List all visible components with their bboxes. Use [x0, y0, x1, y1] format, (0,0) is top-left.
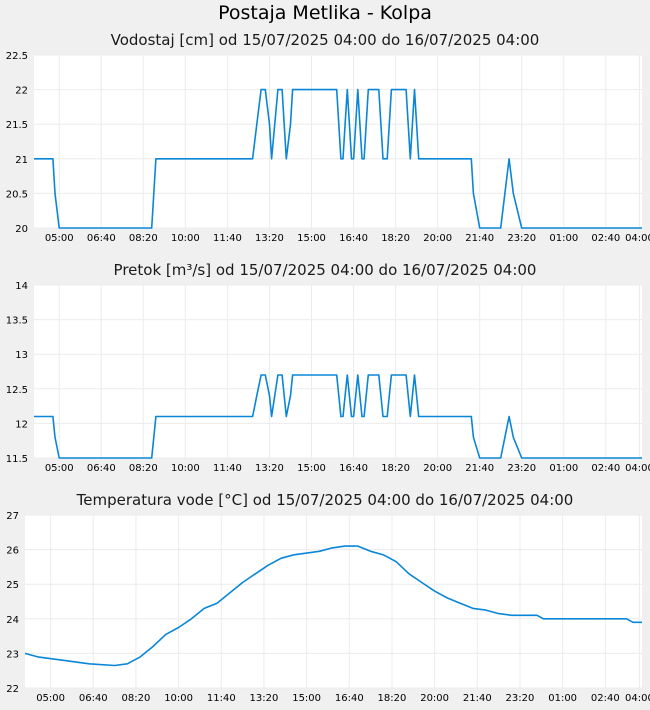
- water-temperature-y-tick-label: 22: [6, 684, 19, 695]
- water-temperature-x-tick-label: 04:00: [625, 693, 650, 704]
- water-temperature-y-tick-label: 27: [6, 511, 19, 522]
- water-level-y-tick-label: 21.5: [6, 120, 28, 131]
- flow-x-tick-label: 16:40: [339, 463, 368, 474]
- water-temperature-series-line: [24, 545, 642, 667]
- flow-y-tick-label: 13.5: [6, 316, 28, 327]
- water-temperature-x-tick-label: 01:00: [548, 693, 577, 704]
- flow-x-tick-label: 20:00: [423, 463, 452, 474]
- water-temperature-x-tick-label: 06:40: [79, 693, 108, 704]
- flow-y-tick-label: 12.5: [6, 385, 28, 396]
- water-level-plot-area: [34, 55, 642, 228]
- water-level-chart-title: Vodostaj [cm] od 15/07/2025 04:00 do 16/…: [111, 31, 540, 49]
- flow-x-tick-label: 01:00: [549, 463, 578, 474]
- flow-x-tick-label: 11:40: [213, 463, 242, 474]
- water-level-x-tick-label: 16:40: [339, 233, 368, 244]
- water-level-x-tick-label: 13:20: [255, 233, 284, 244]
- flow-x-tick-label: 04:00: [625, 463, 650, 474]
- water-level-x-tick-label: 18:20: [381, 233, 410, 244]
- water-level-y-tick-label: 22.5: [6, 51, 28, 62]
- flow-x-tick-label: 05:00: [45, 463, 74, 474]
- water-level-x-tick-label: 04:00: [625, 233, 650, 244]
- water-temperature-chart-title: Temperatura vode [°C] od 15/07/2025 04:0…: [76, 491, 574, 509]
- water-temperature-y-tick-label: 23: [6, 649, 19, 660]
- water-level-x-tick-label: 23:20: [507, 233, 536, 244]
- water-temperature-x-tick-label: 18:20: [378, 693, 407, 704]
- water-temperature-x-tick-label: 23:20: [506, 693, 535, 704]
- flow-y-tick-label: 13: [15, 350, 28, 361]
- water-temperature-plot-area: [25, 515, 642, 688]
- water-level-series-line: [34, 88, 642, 229]
- flow-x-tick-label: 08:20: [129, 463, 158, 474]
- water-level-x-tick-label: 10:00: [171, 233, 200, 244]
- flow-y-tick-label: 11.5: [6, 454, 28, 465]
- page-title: Postaja Metlika - Kolpa: [218, 2, 432, 24]
- water-level-x-tick-label: 06:40: [87, 233, 116, 244]
- water-temperature-x-tick-label: 15:00: [292, 693, 321, 704]
- water-level-y-tick-label: 20.5: [6, 189, 28, 200]
- water-temperature-x-tick-label: 10:00: [164, 693, 193, 704]
- water-temperature-y-tick-label: 25: [6, 580, 19, 591]
- water-temperature-x-tick-label: 05:00: [36, 693, 65, 704]
- flow-x-tick-label: 18:20: [381, 463, 410, 474]
- flow-x-tick-label: 10:00: [171, 463, 200, 474]
- flow-x-tick-label: 13:20: [255, 463, 284, 474]
- water-temperature-x-tick-label: 02:40: [591, 693, 620, 704]
- water-level-x-tick-label: 02:40: [591, 233, 620, 244]
- flow-x-tick-label: 06:40: [87, 463, 116, 474]
- water-level-y-tick-label: 22: [15, 86, 28, 97]
- water-temperature-x-tick-label: 20:00: [420, 693, 449, 704]
- flow-x-tick-label: 15:00: [297, 463, 326, 474]
- water-level-x-tick-label: 05:00: [45, 233, 74, 244]
- water-temperature-x-tick-label: 13:20: [250, 693, 279, 704]
- water-level-x-tick-label: 15:00: [297, 233, 326, 244]
- water-level-x-tick-label: 08:20: [129, 233, 158, 244]
- water-temperature-x-tick-label: 08:20: [122, 693, 151, 704]
- flow-x-tick-label: 23:20: [507, 463, 536, 474]
- flow-x-tick-label: 02:40: [591, 463, 620, 474]
- water-temperature-x-tick-label: 16:40: [335, 693, 364, 704]
- flow-x-tick-label: 21:40: [465, 463, 494, 474]
- water-level-y-tick-label: 21: [15, 155, 28, 166]
- water-level-x-tick-label: 20:00: [423, 233, 452, 244]
- water-level-y-tick-label: 20: [15, 224, 28, 235]
- water-temperature-x-tick-label: 21:40: [463, 693, 492, 704]
- water-temperature-y-tick-label: 26: [6, 546, 19, 557]
- flow-series-line: [34, 374, 642, 459]
- water-temperature-x-tick-label: 11:40: [207, 693, 236, 704]
- flow-chart-title: Pretok [m³/s] od 15/07/2025 04:00 do 16/…: [114, 261, 537, 279]
- flow-plot-area: [34, 285, 642, 458]
- water-level-x-tick-label: 21:40: [465, 233, 494, 244]
- flow-y-tick-label: 12: [15, 419, 28, 430]
- flow-y-tick-label: 14: [15, 281, 28, 292]
- water-level-x-tick-label: 11:40: [213, 233, 242, 244]
- water-level-x-tick-label: 01:00: [549, 233, 578, 244]
- water-temperature-y-tick-label: 24: [6, 615, 19, 626]
